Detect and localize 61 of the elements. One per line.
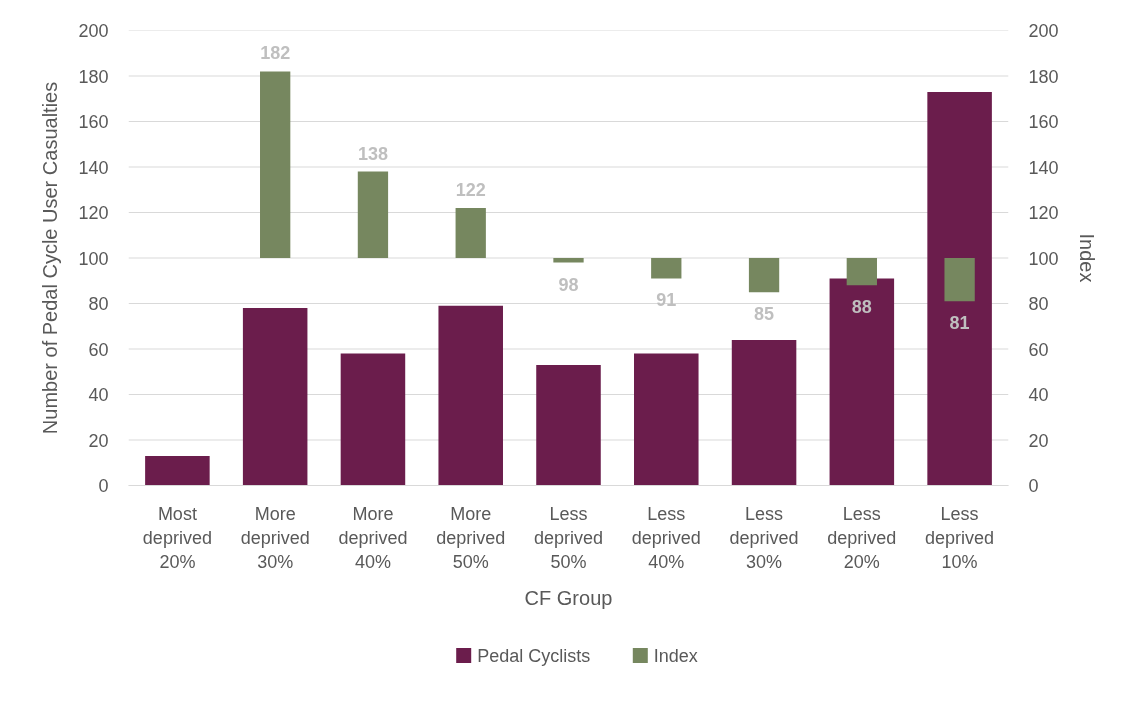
y-tick-label: 200 <box>78 21 109 41</box>
bar <box>242 308 308 486</box>
y2-tick-label: 100 <box>1028 248 1059 269</box>
y2-tick-label: 0 <box>1028 476 1039 496</box>
y-tick-label: 60 <box>88 339 109 360</box>
x-tick-label: Less deprived 20% <box>827 503 897 572</box>
data-label: 81 <box>949 313 970 334</box>
bar <box>846 258 877 286</box>
y-tick-label: 160 <box>78 112 109 132</box>
y-tick-label: 40 <box>88 385 109 405</box>
bar <box>944 258 975 302</box>
y2-tick-label: 40 <box>1028 385 1049 405</box>
bar <box>731 339 797 486</box>
y-tick-label: 140 <box>78 157 109 178</box>
bar <box>651 258 682 279</box>
x-tick-label: More deprived 30% <box>240 503 310 572</box>
x-tick-label: More deprived 50% <box>436 503 506 572</box>
legend-label: Index <box>653 645 698 666</box>
data-label: 98 <box>558 274 579 295</box>
data-label: 138 <box>357 143 388 164</box>
legend-label: Pedal Cyclists <box>477 645 591 666</box>
data-label: 88 <box>851 297 872 318</box>
y-tick-label: 0 <box>98 476 109 496</box>
bar <box>340 353 406 486</box>
data-label: 91 <box>656 290 677 311</box>
y-tick-label: 20 <box>88 430 109 451</box>
y2-tick-label: 180 <box>1028 66 1059 87</box>
x-tick-label: More deprived 40% <box>338 503 408 572</box>
y2-tick-label: 140 <box>1028 157 1059 178</box>
y-tick-label: 100 <box>78 248 109 269</box>
y2-tick-label: 160 <box>1028 112 1059 132</box>
x-axis-title: CF Group <box>524 586 613 609</box>
bar <box>748 258 780 293</box>
y-tick-label: 80 <box>88 294 109 314</box>
bar <box>829 278 895 486</box>
x-tick-label: Less deprived 40% <box>631 503 701 572</box>
y-tick-label: 120 <box>78 203 109 223</box>
y2-tick-label: 200 <box>1028 21 1059 41</box>
bar <box>455 207 486 258</box>
bar <box>357 171 389 258</box>
y-axis-title: Number of Pedal Cycle User Casualties <box>39 81 62 435</box>
x-tick-label: Less deprived 50% <box>533 503 604 572</box>
y2-tick-label: 60 <box>1028 339 1049 360</box>
data-label: 182 <box>260 43 291 64</box>
bar <box>536 364 601 486</box>
y-tick-label: 180 <box>78 66 109 87</box>
bar <box>553 258 584 263</box>
bar <box>634 353 699 486</box>
y2-tick-label: 120 <box>1028 203 1059 223</box>
x-tick-label: Most deprived 20% <box>142 503 212 572</box>
bar <box>927 91 992 486</box>
x-tick-label: Less deprived 30% <box>729 503 799 572</box>
y2-tick-label: 80 <box>1028 294 1049 314</box>
x-tick-label: Less deprived 10% <box>925 503 995 572</box>
bar <box>145 455 210 486</box>
y2-axis-title: Index <box>1075 233 1098 283</box>
data-label: 122 <box>455 179 486 200</box>
y2-tick-label: 20 <box>1028 430 1049 451</box>
data-label: 85 <box>754 304 775 325</box>
bar <box>260 71 291 258</box>
bar <box>438 305 503 486</box>
